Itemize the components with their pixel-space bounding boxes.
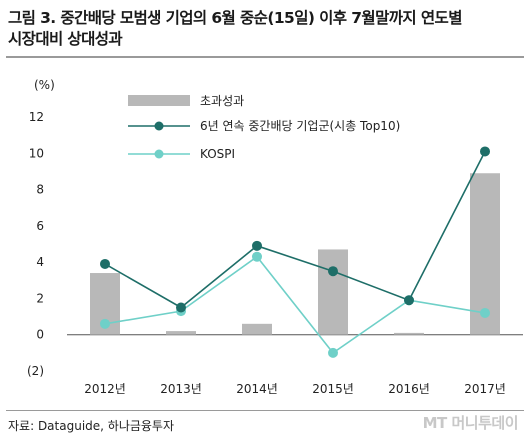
dividend-group-point [176,302,186,313]
figure-title-line-1: 그림 3. 중간배당 모범생 기업의 6월 중순(15일) 이후 7월말까지 연… [8,9,462,27]
bar-excess-return [318,249,348,335]
dividend-group-point [100,258,110,269]
kospi-point [100,318,110,329]
x-tick-label: 2012년 [84,382,126,396]
x-tick-label: 2015년 [312,382,354,396]
dividend-group-point [480,146,490,157]
dividend-group-line [104,151,486,309]
y-tick-label: 6 [36,219,44,233]
bar-excess-return [470,173,500,335]
legend-swatch-bar [128,95,190,106]
kospi-point [252,251,262,262]
kospi-line [104,255,486,354]
legend-label-bar: 초과성과 [200,94,244,108]
y-tick-label: (2) [27,364,44,378]
y-tick-label: 4 [36,255,44,269]
bottom-divider [6,410,524,411]
watermark-logo: MT 머니투데이 [422,414,519,432]
y-axis-unit: (%) [34,78,55,92]
figure-title: 그림 3. 중간배당 모범생 기업의 6월 중순(15일) 이후 7월말까지 연… [8,8,523,50]
y-tick-label: 0 [36,328,44,342]
source-note: 자료: Dataguide, 하나금융투자 [8,419,175,433]
bar-series [90,173,500,335]
x-tick-label: 2017년 [464,382,506,396]
y-tick-label: 8 [36,183,44,197]
bar-excess-return [242,323,272,335]
y-tick-label: 10 [29,146,44,160]
legend: 초과성과 6년 연속 중간배당 기업군(시총 Top10) KOSPI [128,94,400,161]
legend-swatch-kospi-marker [154,149,164,159]
chart: (%) (2) 0 2 4 6 8 10 12 2012년 2013년 2014년 2015년 2016년… [27,78,523,396]
kospi-point [480,307,490,318]
x-tick-label: 2014년 [236,382,278,396]
dividend-group-point [328,266,338,277]
y-tick-label: 2 [36,291,44,305]
figure-title-line-2: 시장대비 상대성과 [8,30,123,48]
x-tick-label: 2013년 [160,382,202,396]
bar-excess-return [166,331,196,335]
legend-label-kospi: KOSPI [200,147,235,161]
dividend-group-point [252,240,262,251]
chart-axes: (%) (2) 0 2 4 6 8 10 12 2012년 2013년 2014년 2015년 2016년… [27,78,523,396]
y-tick-label: 12 [29,110,44,124]
bar-excess-return [394,332,424,335]
dividend-group-point [404,295,414,306]
kospi-point [328,347,338,358]
legend-label-dividend: 6년 연속 중간배당 기업군(시총 Top10) [200,119,400,133]
line-series [100,146,490,358]
legend-swatch-dividend-marker [154,121,164,131]
x-tick-label: 2016년 [388,382,430,396]
top-divider [6,56,524,58]
